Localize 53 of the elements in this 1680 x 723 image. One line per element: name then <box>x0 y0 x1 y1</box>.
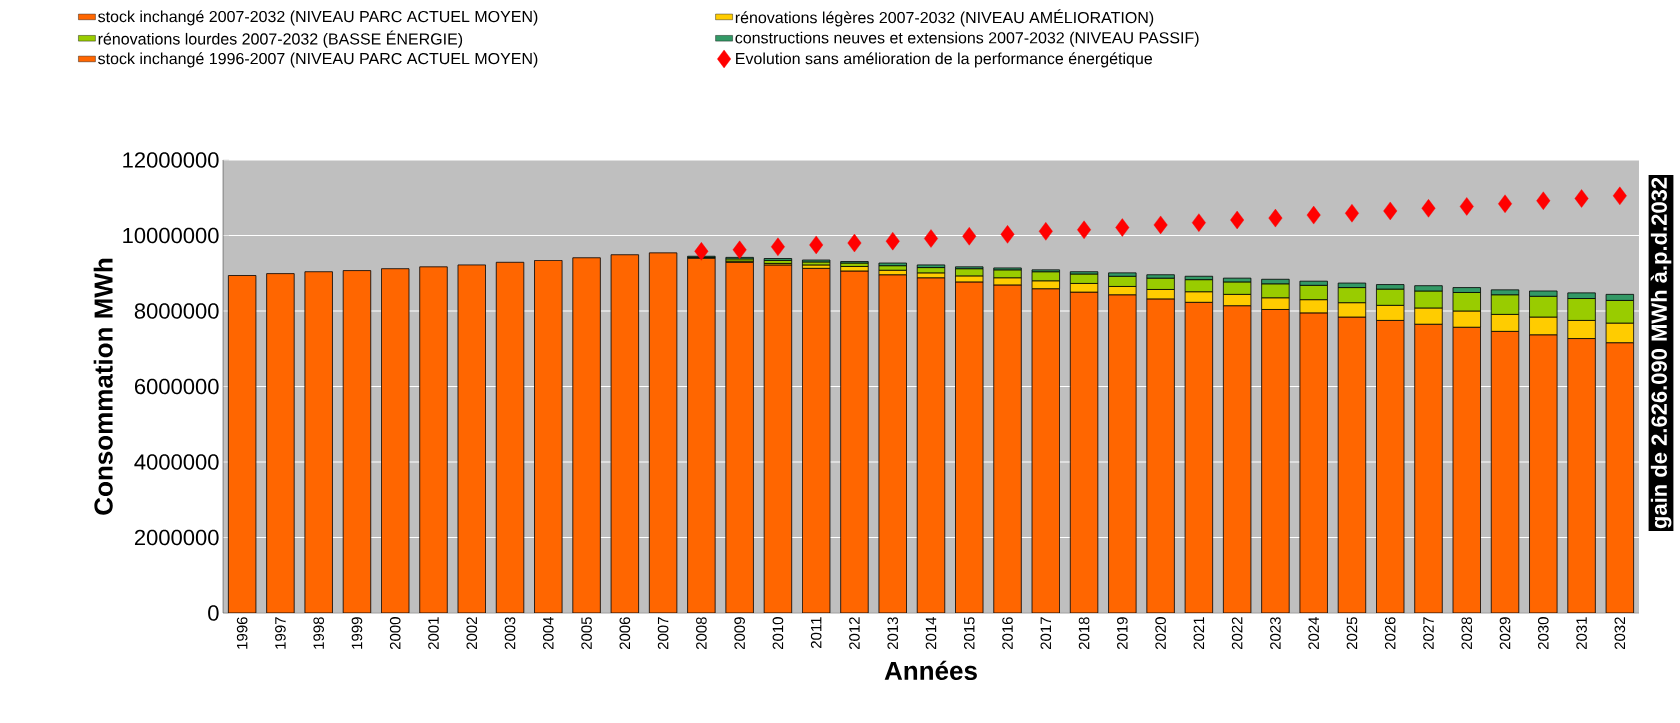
x-tick-label: 2022 <box>1231 617 1243 650</box>
legend-label: constructions neuves et extensions 2007-2032 (NIVEAU PASSIF) <box>735 31 1199 47</box>
x-tick-label: 2001 <box>428 617 439 650</box>
x-tick-label: 2027 <box>1423 617 1434 650</box>
x-tick-label: 2020 <box>1155 617 1166 650</box>
x-tick-label: 1999 <box>351 617 363 649</box>
x-tick-label: 1998 <box>313 617 324 649</box>
x-tick-label: 2007 <box>657 617 669 650</box>
y-tick-label: 10000000 <box>123 227 219 244</box>
y-tick-label: 6000000 <box>134 378 219 395</box>
x-tick-label: 2016 <box>1002 617 1013 650</box>
x-tick-label: 2011 <box>810 617 822 649</box>
x-tick-label: 2004 <box>543 616 554 650</box>
legend-label: rénovations légères 2007-2032 (NIVEAU AMÉLIORATION) <box>735 9 1154 27</box>
x-tick-label: 1997 <box>275 617 286 649</box>
x-tick-label: 2015 <box>963 617 975 650</box>
x-tick-label: 1996 <box>236 617 248 649</box>
y-tick-label: 2000000 <box>134 529 219 546</box>
x-tick-label: 2028 <box>1461 617 1473 650</box>
legend-label: rénovations lourdes 2007-2032 (BASSE ÉNERGIE) <box>98 30 463 48</box>
x-tick-label: 2013 <box>887 617 899 650</box>
x-tick-label: 2021 <box>1193 617 1205 650</box>
x-tick-label: 2024 <box>1308 616 1319 650</box>
x-tick-label: 2029 <box>1499 617 1511 650</box>
legend-label: stock inchangé 2007-2032 (NIVEAU PARC ACTUEL MOYEN) <box>98 10 538 26</box>
x-tick-label: 2010 <box>772 617 784 650</box>
x-tick-label: 2003 <box>504 617 516 650</box>
x-tick-label: 2009 <box>734 617 745 650</box>
x-tick-label: 2032 <box>1614 617 1626 650</box>
x-tick-label: 2023 <box>1270 617 1281 650</box>
x-tick-label: 2017 <box>1040 617 1052 650</box>
x-tick-label: 2000 <box>389 617 401 650</box>
x-tick-label: 2002 <box>466 617 478 650</box>
x-tick-label: 2005 <box>581 617 592 650</box>
legend-label: stock inchangé 1996-2007 (NIVEAU PARC ACTUEL MOYEN) <box>98 52 538 68</box>
x-tick-label: 2031 <box>1576 617 1587 650</box>
y-tick-label: 12000000 <box>123 152 219 168</box>
legend-label: Evolution sans amélioration de la performance énergétique <box>736 52 1153 68</box>
y-tick-label: 8000000 <box>134 303 219 319</box>
x-tick-label: 2018 <box>1078 617 1090 650</box>
x-axis-title: Années <box>884 660 977 681</box>
x-tick-label: 2012 <box>849 617 860 650</box>
x-tick-label: 2026 <box>1384 617 1396 650</box>
y-tick-label: 0 <box>208 605 219 621</box>
x-tick-label: 2014 <box>925 616 937 650</box>
x-tick-label: 2019 <box>1117 617 1128 650</box>
x-tick-label: 2006 <box>619 617 631 650</box>
text: gain de 2.626.090 MWh à.p.d.2032 <box>1650 177 1672 529</box>
x-tick-label: 2008 <box>696 617 707 650</box>
x-tick-label: 2030 <box>1538 617 1549 650</box>
y-axis-title: Consommation MWh <box>93 258 113 515</box>
x-tick-label: 2025 <box>1346 617 1358 650</box>
y-tick-label: 4000000 <box>134 454 219 470</box>
